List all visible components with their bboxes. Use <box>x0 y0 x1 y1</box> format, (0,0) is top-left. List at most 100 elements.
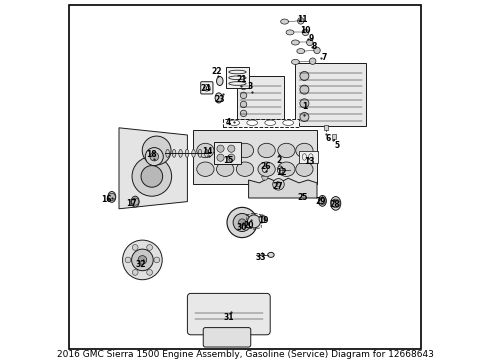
Ellipse shape <box>240 83 247 90</box>
Ellipse shape <box>296 162 313 176</box>
Ellipse shape <box>314 47 320 54</box>
Text: 24: 24 <box>200 84 211 93</box>
Ellipse shape <box>258 162 275 176</box>
Polygon shape <box>332 134 337 139</box>
Polygon shape <box>119 128 187 209</box>
Polygon shape <box>223 119 299 127</box>
Text: 28: 28 <box>330 200 341 209</box>
Ellipse shape <box>283 120 294 126</box>
Ellipse shape <box>310 58 316 64</box>
Ellipse shape <box>297 49 305 54</box>
Circle shape <box>132 198 139 205</box>
Text: 2016 GMC Sierra 1500 Engine Assembly, Gasoline (Service) Diagram for 12668643: 2016 GMC Sierra 1500 Engine Assembly, Ga… <box>56 351 434 359</box>
Ellipse shape <box>240 92 247 99</box>
Ellipse shape <box>296 143 313 158</box>
Ellipse shape <box>297 18 304 24</box>
Circle shape <box>142 136 171 165</box>
Text: 18: 18 <box>146 150 157 159</box>
Circle shape <box>132 244 138 250</box>
Circle shape <box>132 270 138 275</box>
Ellipse shape <box>307 39 313 46</box>
Circle shape <box>250 186 262 197</box>
Polygon shape <box>324 125 328 130</box>
Ellipse shape <box>302 29 309 36</box>
Circle shape <box>108 193 116 201</box>
Ellipse shape <box>198 149 202 157</box>
FancyBboxPatch shape <box>201 82 213 94</box>
Ellipse shape <box>259 215 266 223</box>
Ellipse shape <box>217 143 234 158</box>
Ellipse shape <box>217 162 234 176</box>
Ellipse shape <box>108 192 116 202</box>
Text: 9: 9 <box>309 34 314 43</box>
Text: 19: 19 <box>258 216 268 225</box>
Text: 21: 21 <box>236 75 246 84</box>
Text: 31: 31 <box>223 313 234 322</box>
Circle shape <box>145 148 163 166</box>
Ellipse shape <box>179 149 182 157</box>
Ellipse shape <box>240 110 247 117</box>
Ellipse shape <box>166 149 170 157</box>
Ellipse shape <box>318 195 326 206</box>
Ellipse shape <box>300 112 309 121</box>
Circle shape <box>150 152 159 161</box>
Ellipse shape <box>278 162 295 176</box>
Text: 10: 10 <box>300 26 311 35</box>
Circle shape <box>280 186 292 197</box>
Ellipse shape <box>258 143 275 158</box>
Text: 26: 26 <box>261 162 271 171</box>
Ellipse shape <box>217 77 223 85</box>
Circle shape <box>233 213 251 231</box>
FancyBboxPatch shape <box>299 151 318 163</box>
Text: 14: 14 <box>202 147 213 156</box>
Text: 1: 1 <box>302 102 307 111</box>
Ellipse shape <box>300 85 309 94</box>
Circle shape <box>247 215 261 228</box>
Circle shape <box>331 199 340 208</box>
Ellipse shape <box>286 30 294 35</box>
Text: 20: 20 <box>244 220 254 230</box>
Text: 6: 6 <box>325 134 330 143</box>
Circle shape <box>122 240 162 280</box>
Polygon shape <box>295 63 366 126</box>
Circle shape <box>154 257 160 263</box>
Ellipse shape <box>300 71 309 80</box>
Circle shape <box>319 197 326 204</box>
Circle shape <box>147 244 152 250</box>
Ellipse shape <box>277 166 283 174</box>
Ellipse shape <box>197 143 214 158</box>
Ellipse shape <box>281 19 289 24</box>
Circle shape <box>228 145 235 152</box>
Ellipse shape <box>278 143 295 158</box>
Circle shape <box>217 154 224 161</box>
Ellipse shape <box>292 40 299 45</box>
Text: 16: 16 <box>101 195 112 204</box>
Ellipse shape <box>331 197 341 210</box>
FancyBboxPatch shape <box>226 67 249 88</box>
Text: 17: 17 <box>126 199 137 208</box>
Circle shape <box>138 256 147 264</box>
Ellipse shape <box>292 59 299 64</box>
Text: 23: 23 <box>215 94 225 104</box>
Text: 12: 12 <box>276 168 286 177</box>
Circle shape <box>276 182 281 187</box>
Circle shape <box>270 186 282 197</box>
Text: 29: 29 <box>316 197 326 206</box>
Text: 2: 2 <box>276 156 282 165</box>
Text: 3: 3 <box>248 82 253 91</box>
Circle shape <box>228 154 235 161</box>
Text: 15: 15 <box>223 156 234 165</box>
Ellipse shape <box>205 149 208 157</box>
Text: 33: 33 <box>256 253 267 262</box>
Text: 5: 5 <box>334 141 340 150</box>
Ellipse shape <box>268 252 274 257</box>
Circle shape <box>273 179 284 190</box>
Text: 4: 4 <box>226 118 231 127</box>
Circle shape <box>217 145 224 152</box>
Text: 30: 30 <box>236 223 246 232</box>
Polygon shape <box>193 130 317 184</box>
Ellipse shape <box>262 166 268 172</box>
Ellipse shape <box>172 149 176 157</box>
Ellipse shape <box>131 196 139 207</box>
Circle shape <box>125 257 131 263</box>
